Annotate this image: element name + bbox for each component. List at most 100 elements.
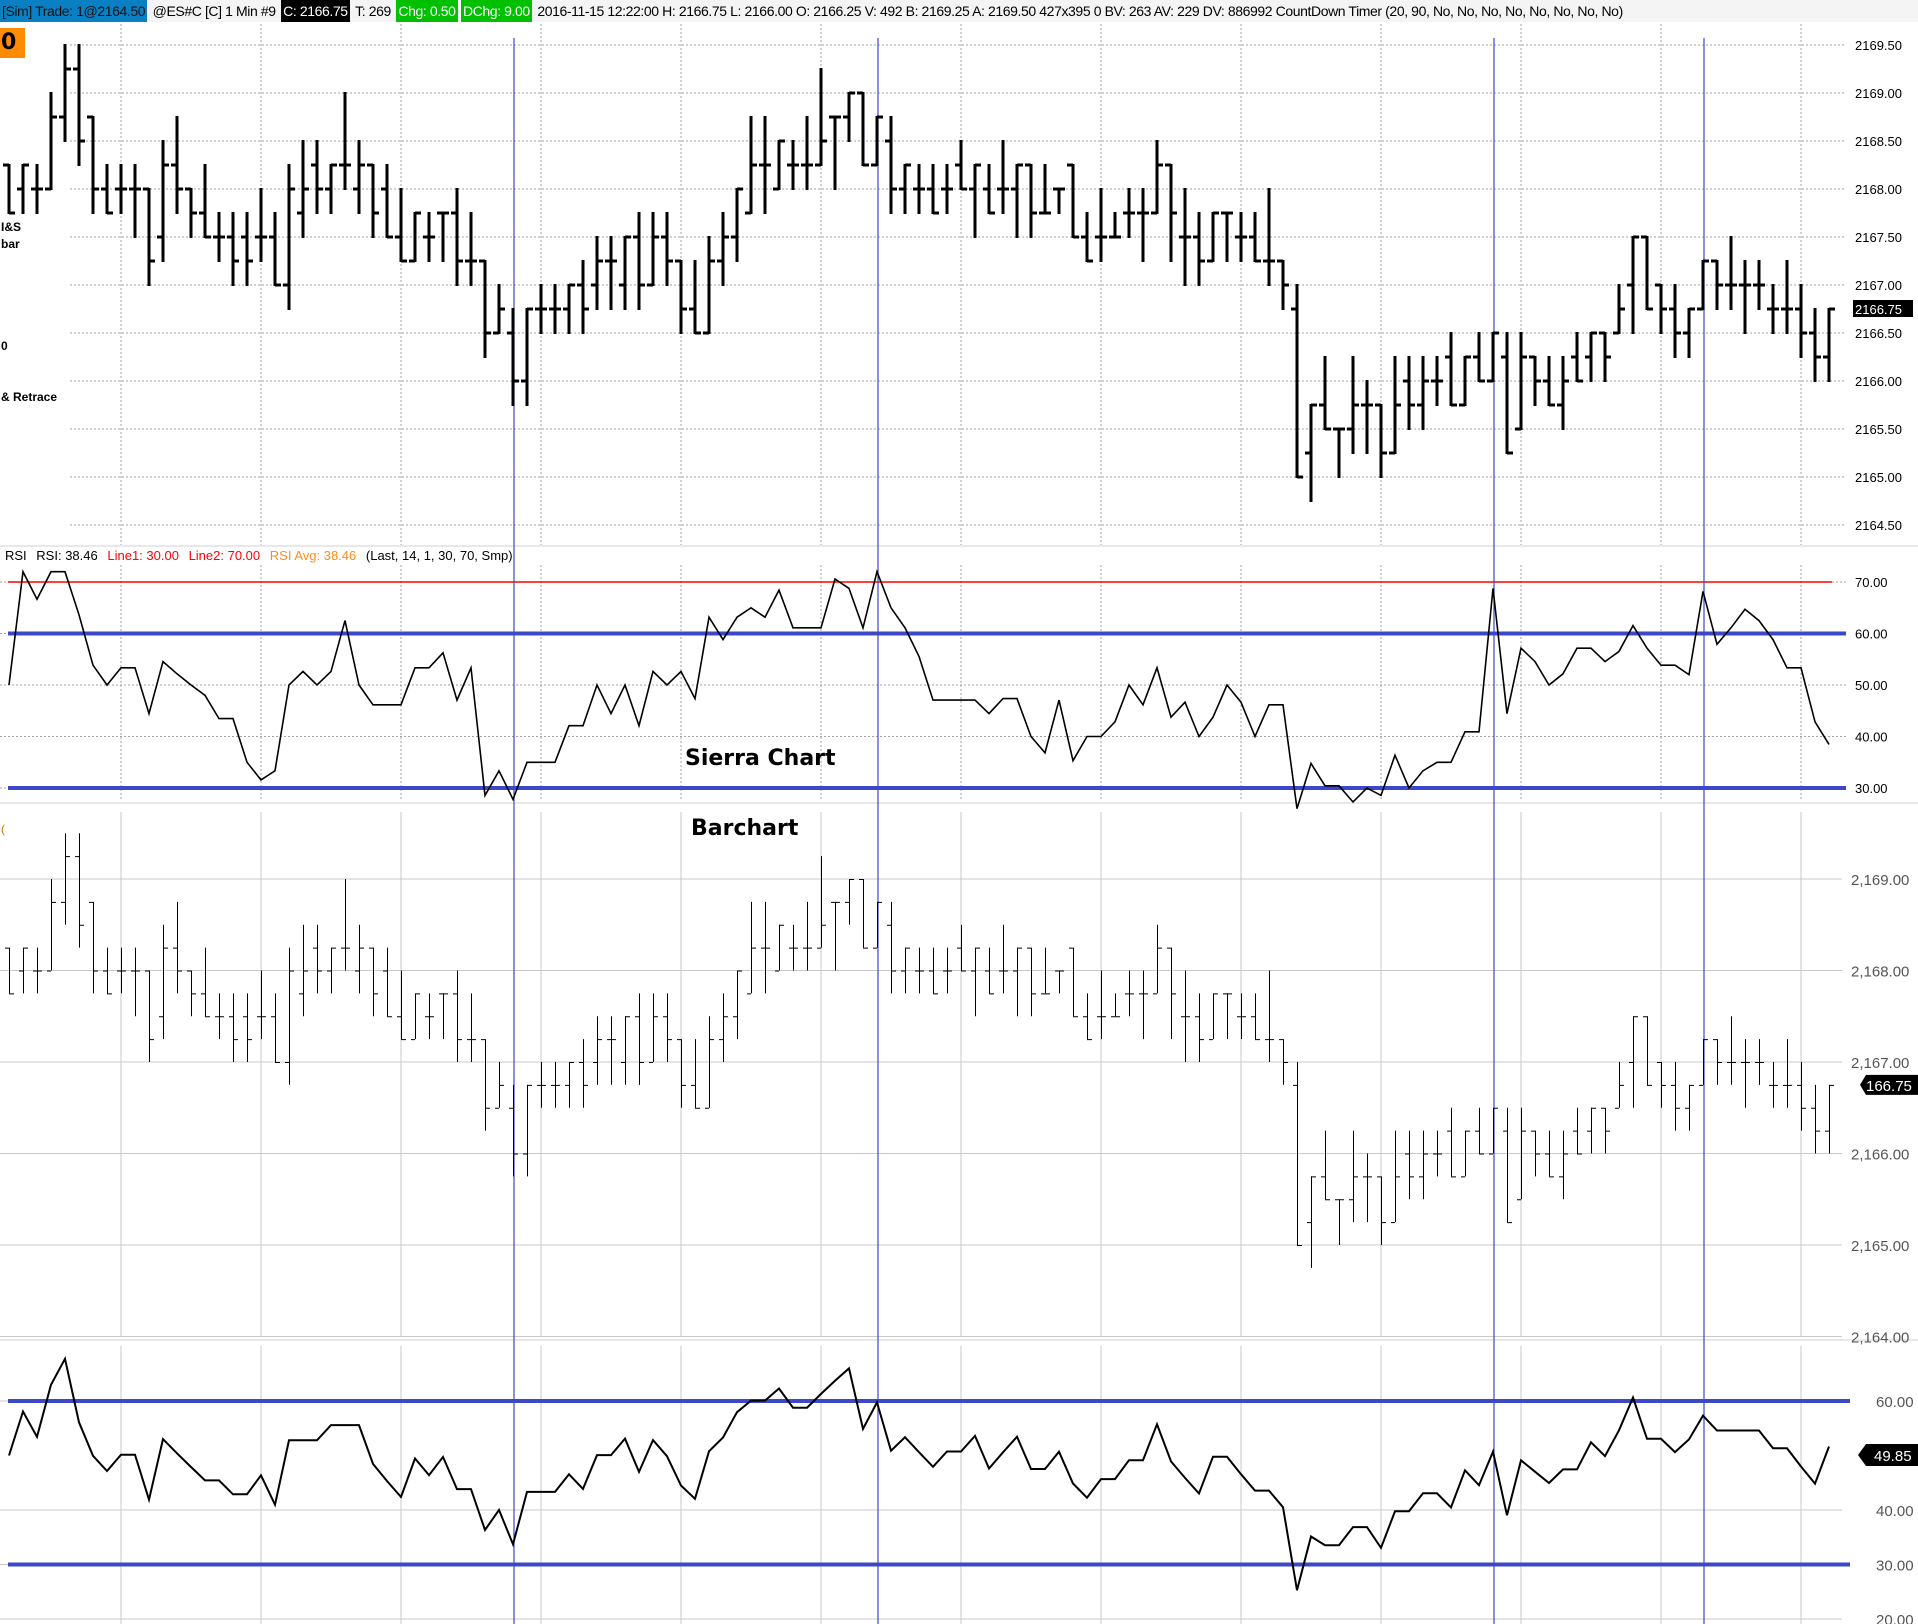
barchart-price-bar (1377, 1176, 1386, 1245)
barchart-price-bar (411, 993, 420, 1041)
sierra-price-bar (479, 259, 491, 358)
barchart-price-bar (453, 970, 462, 1062)
sierra-price-bar (1067, 163, 1079, 239)
sierra-price-bar (1459, 355, 1471, 407)
barchart-price-bar (1699, 1039, 1708, 1086)
barchart-price-bar (1545, 1130, 1554, 1178)
barchart-price-bar (1797, 1062, 1806, 1131)
barchart-price-bar (173, 901, 182, 994)
barchart-price-bar (1013, 947, 1022, 1017)
sierra-price-bar (1557, 356, 1569, 430)
sierra-price-bar (1207, 211, 1219, 263)
last-price-marker (1853, 300, 1913, 317)
study-label-zero: 0 (1, 339, 8, 353)
barchart-price-bar (1167, 947, 1176, 1040)
barchart-price-bar (1657, 1062, 1666, 1108)
sierra-price-bar (73, 44, 85, 166)
barchart-price-bar (1251, 993, 1260, 1041)
sierra-price-bar (969, 163, 981, 238)
barchart-price-bar (859, 879, 868, 949)
barchart-price-bar (481, 1039, 490, 1131)
price-axis-label: 2164.50 (1855, 518, 1902, 533)
barchart-rsi-value-marker (1858, 1444, 1918, 1466)
sierra-price-bar (1221, 211, 1233, 262)
sierra-price-bar (1235, 212, 1247, 262)
barchart-price-bar (929, 947, 938, 995)
rsi-axis-label: 50.00 (1855, 678, 1888, 693)
sierra-price-bar (241, 212, 253, 286)
sierra-price-bar (437, 211, 449, 262)
sierra-price-bar (31, 164, 43, 214)
sierra-price-bar (339, 92, 351, 190)
sierra-price-bar (311, 140, 323, 214)
sierra-price-bar (1165, 163, 1177, 262)
ticks-value: T: 269 (355, 3, 391, 19)
barchart-price-bar (299, 924, 308, 1017)
sierra-price-bar (1823, 307, 1835, 382)
barchart-price-bar (1503, 1107, 1512, 1224)
barchart-price-bar (1601, 1107, 1610, 1154)
barchart-price-bar (495, 1062, 504, 1109)
sierra-price-bar (129, 164, 141, 238)
rsi-axis-label: 30.00 (1855, 781, 1888, 796)
barchart-price-bar (1769, 1062, 1778, 1108)
barchart-price-bar (1405, 1130, 1414, 1200)
barchart-price-bar (341, 879, 350, 971)
sierra-price-bar (1193, 212, 1205, 286)
sierra-price-bar (1151, 140, 1163, 215)
barchart-price-bar (1811, 1084, 1820, 1154)
sierra-price-bar (871, 115, 883, 167)
barchart-price-bar (761, 901, 770, 994)
sierra-price-bar (1697, 259, 1709, 311)
barchart-axis-label: 2,165.00 (1851, 1238, 1909, 1255)
sierra-price-bar (647, 212, 659, 287)
barchart-price-bar (89, 901, 98, 994)
sierra-price-bar (1739, 260, 1751, 334)
barchart-axis-label: 2,166.00 (1851, 1147, 1909, 1164)
sierra-price-bar (1291, 284, 1303, 479)
sierra-price-bar (1641, 235, 1653, 311)
sierra-price-bar (1753, 260, 1765, 310)
barchart-price-bar (1419, 1130, 1428, 1200)
sierra-price-bar (1389, 356, 1401, 455)
sierra-price-bar (689, 260, 701, 335)
sierra-price-bar (269, 212, 281, 287)
sierra-price-bar (1333, 427, 1345, 478)
sierra-price-bar (1347, 356, 1359, 454)
barchart-price-bar (1111, 993, 1120, 1018)
sierra-price-bar (941, 164, 953, 214)
sierra-price-bar (703, 236, 715, 335)
barchart-price-bar (649, 993, 658, 1063)
rsi-header: RSI RSI: 38.46 Line1: 30.00 Line2: 70.00… (5, 547, 519, 565)
sierra-price-bar (535, 284, 547, 334)
sierra-price-bar (3, 163, 15, 215)
sierra-price-bar (745, 116, 757, 215)
sierra-price-bar (1711, 259, 1723, 310)
barchart-price-bar (537, 1062, 546, 1108)
barchart-price-bar (1755, 1039, 1764, 1085)
sierra-rsi-line (8, 569, 1830, 809)
sierra-price-bar (815, 68, 827, 167)
barchart-price-bar (803, 901, 812, 971)
barchart-price-bar (5, 947, 14, 995)
barchart-price-bar (1433, 1130, 1442, 1177)
sierra-price-bar (1599, 331, 1611, 382)
close-value: C: 2166.75 (281, 0, 350, 22)
sierra-price-bar (1585, 331, 1597, 382)
sierra-price-bar (1263, 188, 1275, 286)
barchart-price-bar (1391, 1130, 1400, 1224)
sim-trade-label[interactable]: [Sim] Trade: 1@2164.50 (0, 0, 148, 22)
sierra-price-bar (87, 115, 99, 214)
chart-header-bar: [Sim] Trade: 1@2164.50 @ES#C [C] 1 Min #… (0, 0, 1918, 22)
barchart-price-bar (1517, 1107, 1526, 1201)
sierra-price-bar (17, 163, 29, 214)
sierra-price-bar (955, 140, 967, 191)
sierra-price-bar (759, 116, 771, 214)
daily-change-value: DChg: 9.00 (461, 0, 532, 22)
barchart-price-bar (103, 947, 112, 995)
barchart-price-bar (75, 833, 84, 948)
sierra-price-bar (787, 140, 799, 190)
sierra-price-bar (1655, 283, 1667, 334)
barchart-price-bar (145, 970, 154, 1062)
